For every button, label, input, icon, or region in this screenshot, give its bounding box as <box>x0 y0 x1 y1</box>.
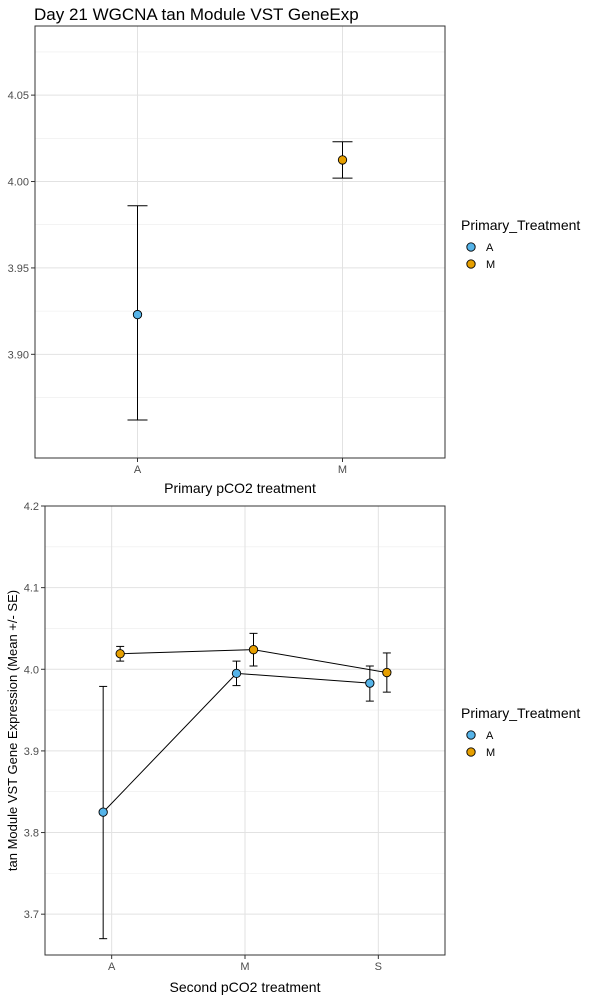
chart1-legend-label-M: M <box>486 259 495 271</box>
chart1-panel-border <box>34 25 446 459</box>
chart2-legend-title: Primary_Treatment <box>461 705 580 721</box>
chart2-y-tick-label: 4.0 <box>24 664 39 676</box>
chart2-x-tick-label: M <box>240 961 249 973</box>
chart1-y-tick-label: 3.95 <box>8 263 29 275</box>
chart2-y-tick-label: 3.9 <box>24 746 39 758</box>
chart2-x-axis-label: Second pCO2 treatment <box>170 979 321 995</box>
chart2-y-tick-label: 4.2 <box>24 501 39 513</box>
chart1-point-M-M <box>337 155 348 165</box>
chart1-x-tick-label: M <box>338 464 347 476</box>
chart1-y-tick-label: 4.05 <box>8 90 29 102</box>
chart2-point-A-S <box>365 678 375 688</box>
chart2-x-tick-label: A <box>108 961 116 973</box>
chart1-point-A-A <box>132 309 143 320</box>
chart1-title: Day 21 WGCNA tan Module VST GeneExp <box>34 5 359 24</box>
chart2-point-A-M <box>231 668 242 679</box>
chart2-legend-label-A: A <box>486 730 494 742</box>
chart1-legend-label-A: A <box>486 242 494 254</box>
chart2-panel-border <box>44 505 446 956</box>
chart2-point-A-A <box>98 807 108 817</box>
chart1-y-tick-label: 3.90 <box>8 349 29 361</box>
chart1-x-tick-label: A <box>134 464 142 476</box>
chart2-y-axis-label: tan Module VST Gene Expression (Mean +/-… <box>5 590 20 871</box>
chart2-point-M-S <box>382 667 392 678</box>
chart1-y-tick-label: 4.00 <box>8 177 29 189</box>
chart2-legend-key-A <box>466 730 476 740</box>
chart1-legend-key-A <box>466 242 476 252</box>
chart1-legend-key-M <box>466 259 476 269</box>
chart2-point-M-M <box>248 645 259 655</box>
chart1-legend-title: Primary_Treatment <box>461 217 580 233</box>
chart1-x-axis-label: Primary pCO2 treatment <box>164 480 316 496</box>
chart2-point-M-A <box>115 649 125 659</box>
chart2-x-tick-label: S <box>375 961 382 973</box>
chart2-legend-label-M: M <box>486 747 495 759</box>
chart2-y-tick-label: 3.7 <box>24 909 39 921</box>
chart2-y-tick-label: 4.1 <box>24 583 39 595</box>
chart2-legend-key-M <box>466 747 476 757</box>
chart1-panel <box>35 26 445 458</box>
chart2-y-tick-label: 3.8 <box>24 828 39 840</box>
